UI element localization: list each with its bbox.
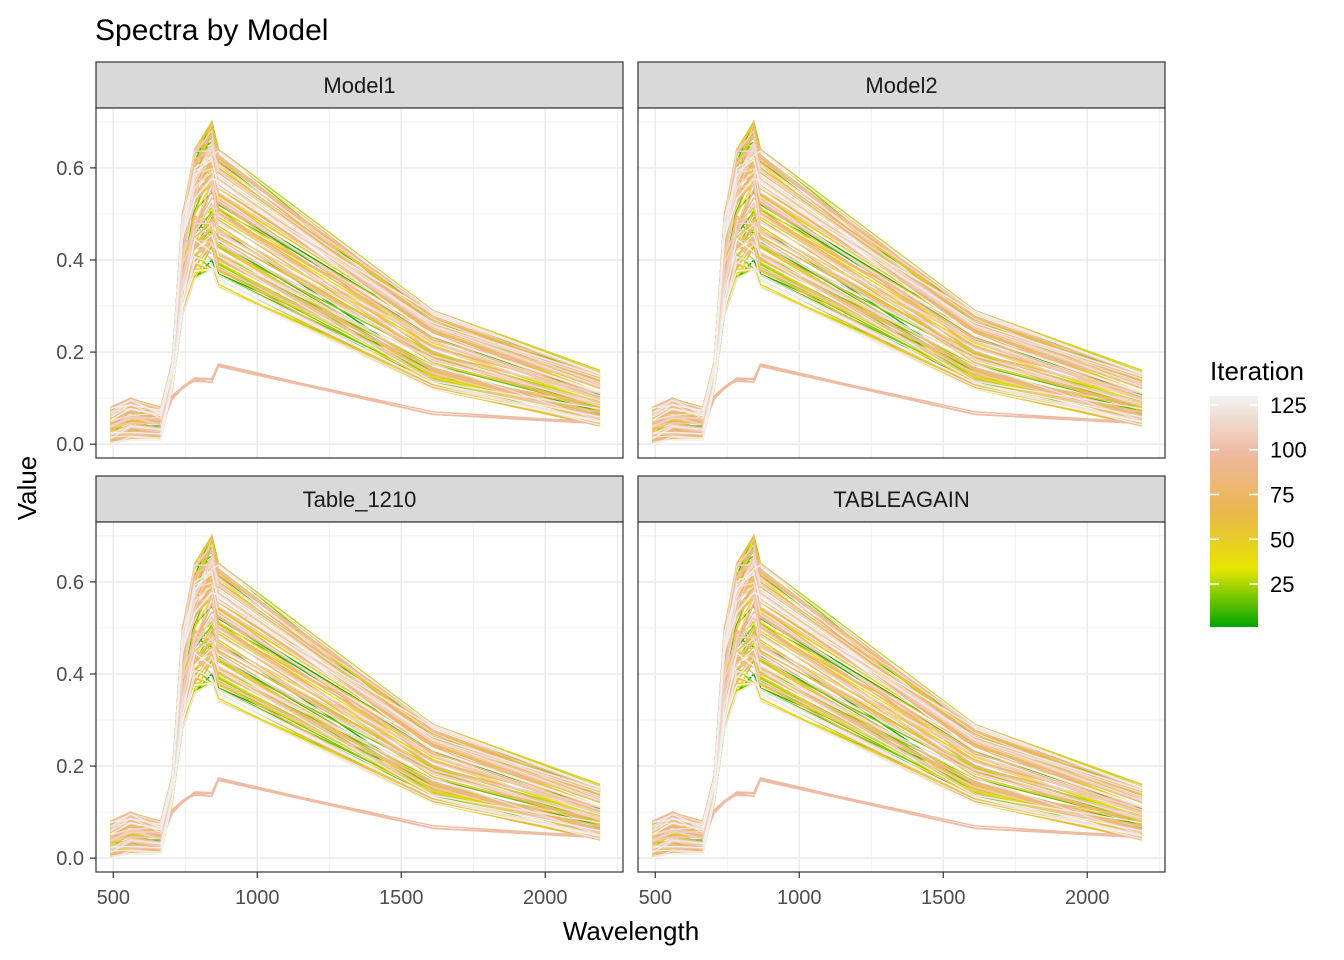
series-line: [652, 591, 1143, 835]
facet-strip-label: Table_1210: [303, 487, 417, 512]
y-tick-label: 0.0: [56, 434, 84, 456]
series-line: [110, 268, 601, 445]
series-line: [110, 177, 601, 421]
facet-strip-label: Model1: [323, 73, 395, 98]
series-line: [110, 615, 601, 843]
series-line: [652, 201, 1143, 429]
series-line: [110, 682, 601, 859]
y-axis-label: Value: [12, 456, 42, 521]
legend-tick-label: 50: [1270, 527, 1294, 552]
facet-strip: [637, 475, 1166, 523]
series-line: [110, 564, 601, 826]
series-line: [652, 174, 1143, 428]
facet-panel: Model1 0.0 0.2 0.4 0.6: [56, 61, 624, 459]
series-line: [652, 564, 1143, 827]
series-line: [110, 651, 601, 849]
facet-panel: TABLEAGAIN 500 1000 1500 2000: [637, 475, 1166, 909]
series-line: [652, 158, 1143, 415]
series-line: [110, 268, 601, 445]
iteration-legend: Iteration 25 50 75 100 125: [1210, 356, 1307, 627]
y-tick-label: 0.0: [56, 848, 84, 870]
y-tick-label: 0.2: [56, 342, 84, 364]
series-line: [652, 572, 1143, 829]
series-line: [652, 268, 1143, 445]
x-tick-label: 1000: [777, 887, 822, 909]
series-line: [110, 174, 601, 428]
facet-strip: [95, 475, 624, 523]
legend-title: Iteration: [1210, 356, 1304, 386]
x-tick-label: 500: [639, 887, 672, 909]
x-tick-label: 2000: [1065, 887, 1110, 909]
series-line: [110, 588, 601, 842]
series-line: [652, 682, 1143, 859]
series-line: [110, 150, 601, 412]
series-line: [652, 651, 1143, 849]
facet-panel: Model2: [637, 61, 1166, 459]
series-line: [652, 201, 1143, 427]
series-line: [652, 177, 1143, 421]
y-tick-label: 0.2: [56, 756, 84, 778]
legend-colorbar: [1210, 396, 1258, 627]
series-line: [652, 682, 1143, 859]
x-tick-label: 1500: [921, 887, 966, 909]
series-line: [652, 237, 1143, 435]
series-line: [110, 564, 601, 827]
facet-strip-label: TABLEAGAIN: [833, 487, 970, 512]
y-tick-label: 0.6: [56, 572, 84, 594]
series-line: [110, 201, 601, 427]
series-line: [110, 158, 601, 415]
x-axis-label: Wavelength: [563, 916, 699, 946]
series-line: [110, 237, 601, 435]
series-line: [110, 591, 601, 835]
legend-tick-label: 100: [1270, 438, 1307, 463]
chart-title: Spectra by Model: [95, 14, 328, 47]
facet-strip: [637, 61, 1166, 109]
series-line: [652, 268, 1143, 445]
series-line: [110, 615, 601, 841]
legend-tick-label: 25: [1270, 572, 1294, 597]
facet-panels: Model1 0.0 0.2 0.4 0.6 Model2 Table_1210 0.0 0.2…: [56, 61, 1166, 909]
facet-strip: [95, 61, 624, 109]
series-line: [110, 572, 601, 829]
legend-tick-label: 125: [1270, 393, 1307, 418]
x-tick-label: 500: [97, 887, 130, 909]
series-line: [110, 201, 601, 429]
series-line: [110, 150, 601, 413]
series-line: [652, 615, 1143, 843]
series-line: [652, 564, 1143, 826]
facet-strip-label: Model2: [865, 73, 937, 98]
series-line: [652, 588, 1143, 842]
x-tick-label: 1000: [235, 887, 280, 909]
y-tick-label: 0.6: [56, 158, 84, 180]
facet-panel: Table_1210 0.0 0.2 0.4 0.6 500 1000 1500 2000: [56, 475, 624, 909]
series-line: [652, 615, 1143, 841]
x-tick-label: 2000: [523, 887, 568, 909]
series-line: [652, 150, 1143, 412]
series-line: [652, 150, 1143, 413]
y-tick-label: 0.4: [56, 664, 84, 686]
legend-tick-label: 75: [1270, 482, 1294, 507]
series-line: [110, 682, 601, 859]
x-tick-label: 1500: [379, 887, 424, 909]
y-tick-label: 0.4: [56, 250, 84, 272]
